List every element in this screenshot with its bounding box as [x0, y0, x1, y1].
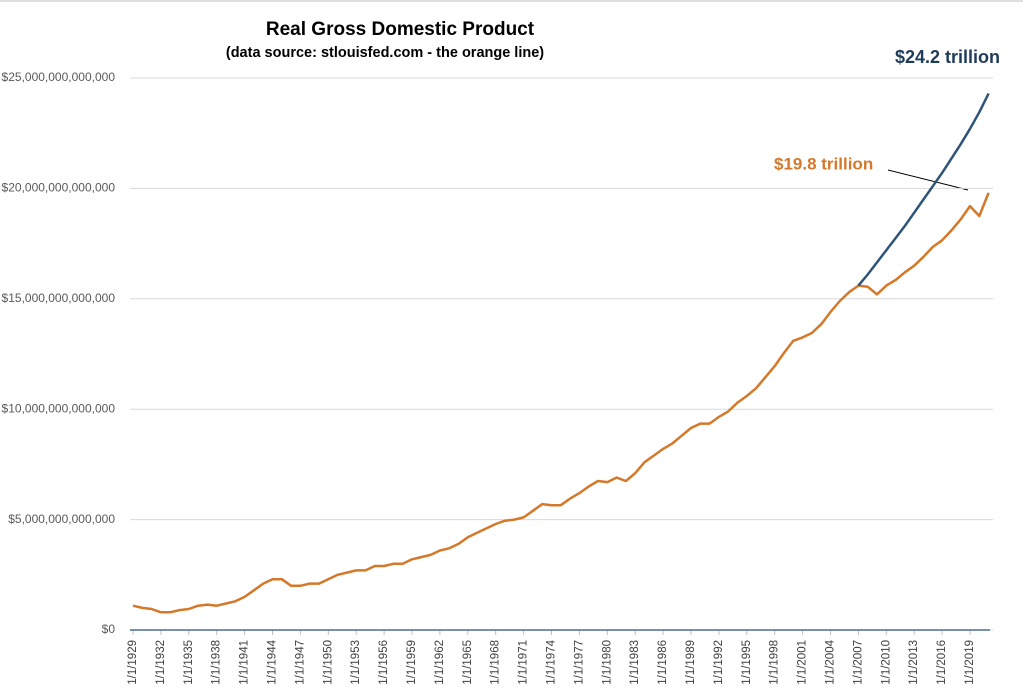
y-tick-label: $0	[102, 622, 116, 636]
x-tick-label: 1/1/1947	[294, 640, 306, 685]
x-tick-label: 1/1/1932	[155, 640, 167, 685]
x-tick-label: 1/1/2013	[908, 640, 920, 685]
x-tick-label: 1/1/1959	[406, 640, 418, 685]
x-tick-label: 1/1/1929	[127, 640, 139, 685]
x-tick-label: 1/1/1953	[350, 640, 362, 685]
series-line	[132, 192, 990, 614]
annotation: $19.8 trillion	[774, 154, 873, 173]
y-tick-label: $25,000,000,000,000	[2, 70, 116, 84]
x-tick-label: 1/1/1956	[378, 640, 390, 685]
y-tick-label: $20,000,000,000,000	[2, 181, 116, 195]
chart-subtitle: (data source: stlouisfed.com - the orang…	[226, 45, 544, 61]
x-tick-label: 1/1/2001	[797, 640, 809, 685]
y-tick-label: $15,000,000,000,000	[2, 291, 116, 305]
x-tick-label: 1/1/1992	[713, 640, 725, 685]
x-tick-label: 1/1/1989	[685, 640, 697, 685]
x-tick-label: 1/1/1998	[769, 640, 781, 685]
x-tick-label: 1/1/1995	[741, 640, 753, 685]
x-tick-label: 1/1/2004	[825, 639, 837, 684]
x-tick-label: 1/1/1950	[322, 640, 334, 685]
x-tick-label: 1/1/1965	[462, 640, 474, 685]
x-tick-label: 1/1/1944	[267, 639, 279, 684]
x-tick-label: 1/1/1962	[434, 640, 446, 685]
x-tick-label: 1/1/1941	[239, 640, 251, 685]
x-tick-label: 1/1/1983	[629, 640, 641, 685]
x-tick-label: 1/1/1986	[657, 640, 669, 685]
annotation-pointer	[887, 169, 969, 191]
y-tick-label: $5,000,000,000,000	[8, 512, 115, 526]
x-tick-label: 1/1/1935	[183, 640, 195, 685]
x-tick-label: 1/1/1977	[573, 640, 585, 685]
x-tick-label: 1/1/1980	[601, 640, 613, 685]
x-tick-label: 1/1/1971	[518, 640, 530, 685]
x-tick-label: 1/1/2007	[852, 640, 864, 685]
y-tick-label: $10,000,000,000,000	[2, 401, 116, 415]
x-tick-label: 1/1/2016	[936, 640, 948, 685]
x-tick-label: 1/1/2010	[880, 640, 892, 685]
x-tick-label: 1/1/2019	[964, 640, 976, 685]
chart-title: Real Gross Domestic Product	[266, 19, 535, 40]
x-tick-label: 1/1/1938	[211, 640, 223, 685]
x-tick-label: 1/1/1968	[490, 640, 502, 685]
annotation: $24.2 trillion	[895, 47, 1000, 67]
x-tick-label: 1/1/1974	[546, 639, 558, 684]
series-line	[857, 92, 990, 287]
